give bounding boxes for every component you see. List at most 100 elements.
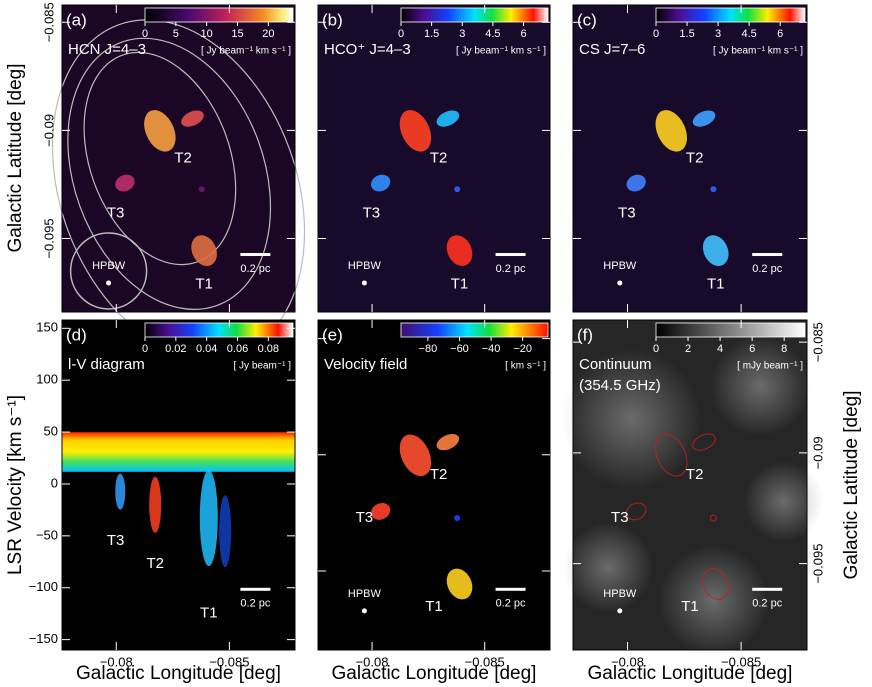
streak	[115, 473, 126, 510]
colorbar-tick-label: 0.04	[196, 343, 217, 355]
panel-title: HCO⁺ J=4–3	[324, 41, 411, 58]
colorbar	[144, 322, 294, 338]
beam	[617, 280, 623, 286]
annotation: 0.2 pc	[240, 263, 270, 275]
panel-label: (d)	[66, 325, 87, 344]
colorbar-tick-label: 2	[685, 343, 691, 355]
x-tick-label: −0.08	[356, 654, 389, 669]
panel-frame	[317, 4, 551, 313]
annotation: 0.2 pc	[496, 263, 526, 275]
colorbar-tick-label: 1.5	[424, 28, 439, 40]
colorbar-unit: [ mJy beam⁻¹ ]	[737, 361, 803, 372]
colorbar-tick-label: 0	[653, 343, 659, 355]
dust	[743, 461, 824, 542]
annotation: T3	[107, 532, 125, 549]
y-tick-label: −0.095	[41, 218, 56, 258]
x-axis-label: Galactic Longitude [deg]	[588, 663, 793, 684]
panel-title: HCN J=4–3	[68, 41, 146, 58]
y-tick-label: 150	[36, 320, 58, 335]
x-tick-label: −0.085	[465, 654, 505, 669]
y-tick-label: −0.085	[41, 2, 56, 42]
colorbar-tick-label: 1.5	[679, 28, 694, 40]
colorbar-tick-label: 3	[715, 28, 721, 40]
annotation: T1	[195, 275, 213, 292]
colorbar	[655, 322, 806, 338]
colorbar-tick-label: 0.08	[258, 343, 279, 355]
panel: 0 0.02 0.04 0.06 0.08 [ Jy beam⁻¹ ] (d) l-V dia…	[29, 319, 296, 684]
colorbar-tick-label: 10	[201, 28, 213, 40]
panel-label: (f)	[577, 325, 593, 344]
panel-image	[573, 5, 807, 312]
emission	[709, 514, 717, 522]
streak	[219, 495, 232, 568]
annotation: T1	[681, 598, 699, 615]
colorbar-tick-label: −40	[482, 343, 501, 355]
panel-label: (e)	[322, 325, 343, 344]
emission	[436, 433, 460, 451]
y-tick-label: 50	[44, 424, 58, 439]
emission	[692, 433, 716, 451]
annotation: T2	[686, 149, 704, 166]
colorbar-tick-label: 5	[173, 28, 179, 40]
colorbar	[144, 7, 294, 23]
annotation: T3	[363, 205, 381, 222]
emission	[191, 235, 217, 266]
colorbar-unit: [ km s⁻¹ ]	[505, 361, 546, 372]
colorbar-tick-label: 6	[520, 28, 526, 40]
emission	[446, 568, 473, 600]
x-axis-label: Galactic Longitude [deg]	[332, 663, 537, 684]
scale-bar	[752, 587, 783, 591]
colorbar-tick-label: −60	[450, 343, 469, 355]
colorbar-tick-label: 20	[262, 28, 274, 40]
dust	[658, 545, 769, 656]
annotation: HPBW	[92, 260, 126, 272]
annotation: T2	[430, 466, 448, 483]
y2-tick-label: −0.095	[810, 544, 825, 584]
y2-tick-label: −0.09	[810, 436, 825, 469]
annotation: T1	[200, 605, 218, 622]
colorbar-tick-label: 4.5	[741, 28, 756, 40]
x-tick-label: −0.085	[209, 654, 249, 669]
emission	[115, 174, 135, 192]
colorbar-tick-label: 6	[749, 343, 755, 355]
annotation: HPBW	[603, 260, 637, 272]
panel-subtitle: (354.5 GHz)	[579, 377, 661, 394]
annotation: 0.2 pc	[752, 598, 782, 610]
panel-title: Continuum	[579, 356, 652, 373]
emission	[454, 186, 461, 193]
colorbar-unit: [ Jy beam⁻¹ ]	[233, 361, 291, 372]
contour	[67, 37, 272, 310]
streak	[149, 476, 162, 533]
colorbar-tick-label: 0	[398, 28, 404, 40]
panel-title: CS J=7–6	[579, 41, 645, 58]
panel-frame	[61, 319, 296, 651]
colorbar-tick-label: 15	[231, 28, 243, 40]
beam	[361, 608, 367, 614]
emission	[181, 110, 204, 127]
y-tick-label: −100	[29, 579, 58, 594]
y-tick-label: −0.09	[41, 114, 56, 147]
colorbar	[400, 7, 549, 23]
panel: 0 1.5 3 4.5 6 [ Jy beam⁻¹ km s⁻¹ ] (b) HCO⁺ J=4…	[317, 4, 551, 313]
panel-frame	[572, 4, 808, 313]
y-axis-label: Galactic Latitude [deg]	[5, 63, 26, 252]
panel-frame	[317, 319, 551, 651]
annotation: T3	[356, 509, 374, 526]
panel-image	[62, 320, 295, 650]
annotation: T2	[686, 466, 704, 483]
annotation: T3	[611, 509, 629, 526]
annotation: T3	[618, 205, 636, 222]
annotation: T2	[430, 149, 448, 166]
emission	[436, 110, 460, 127]
emission	[626, 502, 647, 521]
colorbar-tick-label: −20	[513, 343, 532, 355]
annotation: T2	[174, 149, 192, 166]
beam	[361, 280, 367, 286]
colorbar-tick-label: −80	[419, 343, 438, 355]
colorbar-tick-label: 3	[459, 28, 465, 40]
colorbar-tick-label: 0	[142, 343, 148, 355]
annotation: T1	[451, 275, 469, 292]
colorbar	[400, 322, 549, 338]
scale-bar	[752, 253, 783, 257]
y-tick-label: −50	[36, 527, 58, 542]
